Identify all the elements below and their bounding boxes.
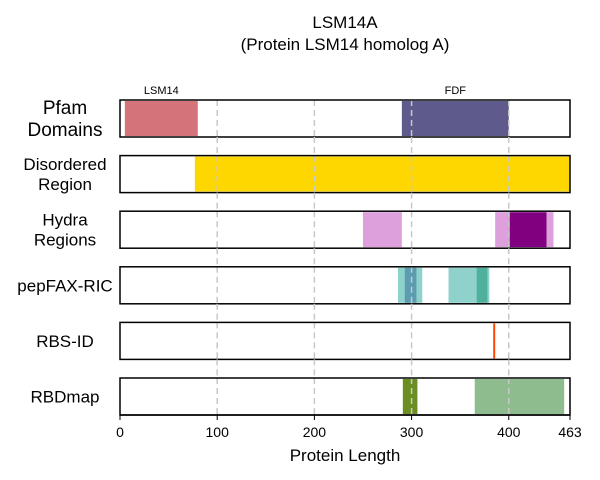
x-tick-label: 100 (206, 424, 230, 440)
track-label-line: pepFAX-RIC (17, 276, 112, 295)
x-tick-label: 400 (497, 424, 521, 440)
segment-0-0 (124, 101, 198, 136)
segment-2-2 (509, 212, 547, 248)
track-background (120, 211, 570, 249)
track-label: Pfam Domains (28, 98, 103, 141)
track-label: pepFAX-RIC (17, 276, 112, 295)
track-label: RBDmap (31, 387, 100, 406)
chart-title: LSM14A (312, 13, 378, 32)
segment-5-1 (474, 379, 565, 414)
track-4: RBS-ID (36, 321, 571, 361)
track-label-line: Disordered (23, 155, 106, 174)
track-frame (119, 266, 571, 305)
track-label-line: Pfam (43, 98, 87, 119)
track-5: RBDmap (31, 377, 571, 416)
segment-3-1 (404, 267, 417, 303)
track-label-line: Region (38, 175, 92, 194)
segment-3-3 (476, 267, 488, 303)
segment-2-1 (495, 212, 510, 248)
track-background (120, 322, 570, 360)
track-label: Disordered Region (23, 155, 106, 194)
track-label-line: Regions (34, 231, 96, 250)
segment-label: LSM14 (144, 85, 179, 97)
x-tick-label: 463 (558, 424, 582, 440)
track-1: Disordered Region (23, 154, 571, 194)
track-background (120, 266, 570, 304)
track-2: Hydra Regions (34, 210, 571, 250)
track-0: LSM14 FDF Pfam Domains (28, 85, 571, 141)
track-label-line: Domains (28, 120, 103, 141)
segment-2-3 (546, 212, 554, 248)
x-tick-label: 300 (400, 424, 424, 440)
track-label: RBS-ID (36, 332, 94, 351)
track-frame (119, 210, 571, 249)
x-tick-label: 200 (303, 424, 327, 440)
segment-5-0 (402, 379, 418, 414)
chart-subtitle: (Protein LSM14 homolog A) (241, 35, 450, 54)
segment-4-0 (493, 323, 496, 359)
segment-label: FDF (445, 85, 467, 97)
track-label: Hydra Regions (34, 211, 96, 250)
tracks-group: LSM14 FDF Pfam Domains Disordered Region Hydra… (17, 85, 571, 416)
segment-1-0 (194, 156, 570, 192)
segment-0-1 (401, 101, 509, 136)
segment-2-0 (362, 212, 402, 248)
x-axis-label: Protein Length (290, 446, 401, 465)
x-tick-label: 0 (116, 424, 124, 440)
track-frame (119, 321, 571, 361)
track-label-line: RBDmap (31, 387, 100, 406)
track-label-line: RBS-ID (36, 332, 94, 351)
track-frame (119, 154, 571, 194)
x-axis: 0 100 200 300 400 463 (116, 414, 582, 440)
track-label-line: Hydra (42, 211, 88, 230)
track-frame (119, 99, 571, 138)
track-3: pepFAX-RIC (17, 266, 571, 305)
